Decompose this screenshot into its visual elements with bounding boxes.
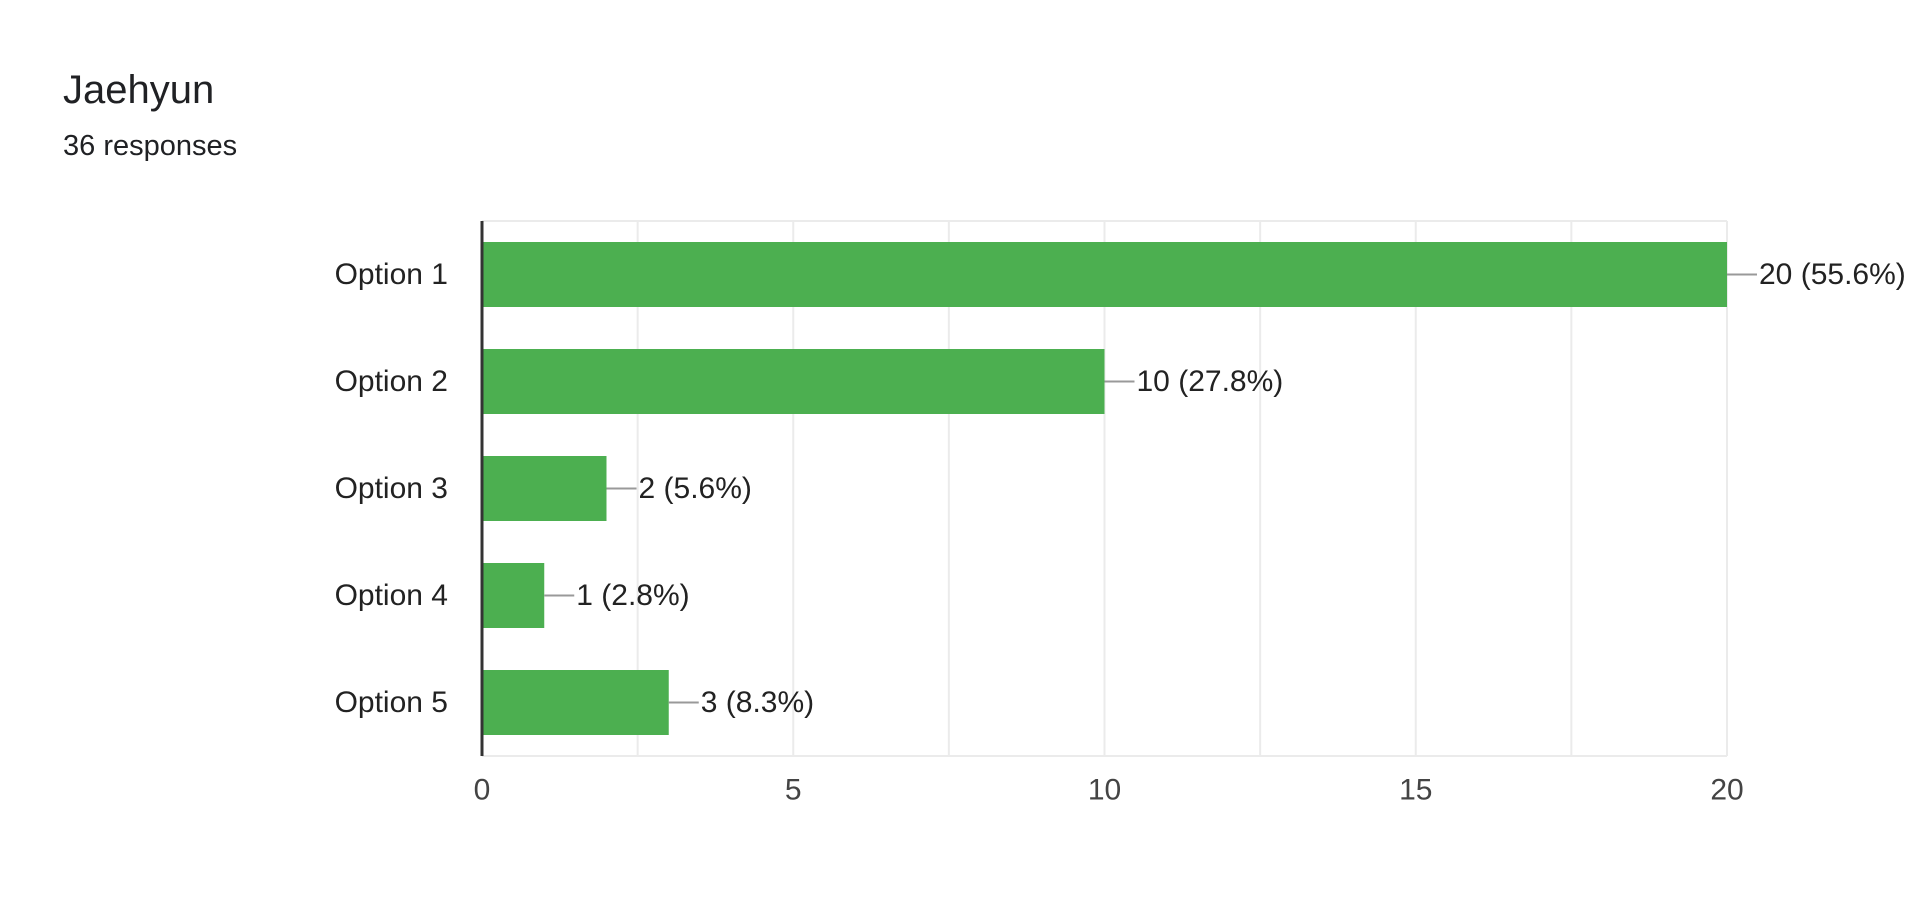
bar xyxy=(482,670,669,735)
category-label: Option 1 xyxy=(335,258,448,291)
x-tick-label: 20 xyxy=(1710,774,1743,807)
data-label: 20 (55.6%) xyxy=(1759,258,1906,291)
category-label: Option 4 xyxy=(335,579,448,612)
bar xyxy=(482,349,1105,414)
response-count: 36 responses xyxy=(63,130,238,162)
bar xyxy=(482,563,545,628)
category-label: Option 3 xyxy=(335,472,448,505)
data-label: 2 (5.6%) xyxy=(639,472,752,505)
category-label: Option 2 xyxy=(335,365,448,398)
x-tick-label: 10 xyxy=(1088,774,1121,807)
question-title: Jaehyun xyxy=(63,68,215,112)
bar xyxy=(482,242,1727,307)
x-tick-label: 15 xyxy=(1399,774,1432,807)
x-tick-label: 0 xyxy=(474,774,491,807)
data-label: 10 (27.8%) xyxy=(1137,365,1284,398)
data-label: 3 (8.3%) xyxy=(701,686,814,719)
data-label: 1 (2.8%) xyxy=(576,579,689,612)
x-tick-label: 5 xyxy=(785,774,802,807)
category-label: Option 5 xyxy=(335,686,448,719)
bar xyxy=(482,456,607,521)
